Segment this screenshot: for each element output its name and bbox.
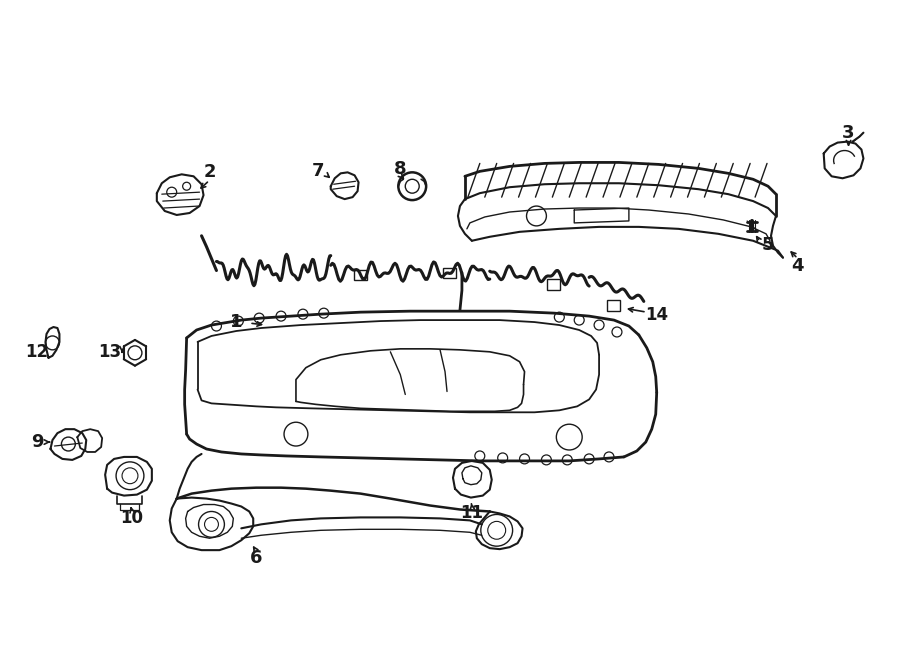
Text: 11: 11	[461, 504, 483, 522]
Text: 10: 10	[121, 510, 143, 527]
Text: 12: 12	[25, 343, 48, 361]
Bar	[607, 300, 620, 311]
Text: 4: 4	[792, 256, 804, 274]
Text: 7: 7	[311, 163, 324, 180]
Text: 1: 1	[230, 313, 243, 331]
Bar	[354, 270, 366, 280]
Bar	[547, 280, 561, 290]
Text: 3: 3	[842, 124, 855, 141]
Text: 14: 14	[645, 306, 669, 324]
Text: 8: 8	[394, 161, 407, 178]
Text: 6: 6	[250, 549, 263, 567]
Text: 13: 13	[98, 343, 122, 361]
Text: 9: 9	[32, 433, 44, 451]
Text: 2: 2	[203, 163, 216, 181]
Text: 5: 5	[761, 236, 774, 254]
Bar	[443, 268, 456, 278]
